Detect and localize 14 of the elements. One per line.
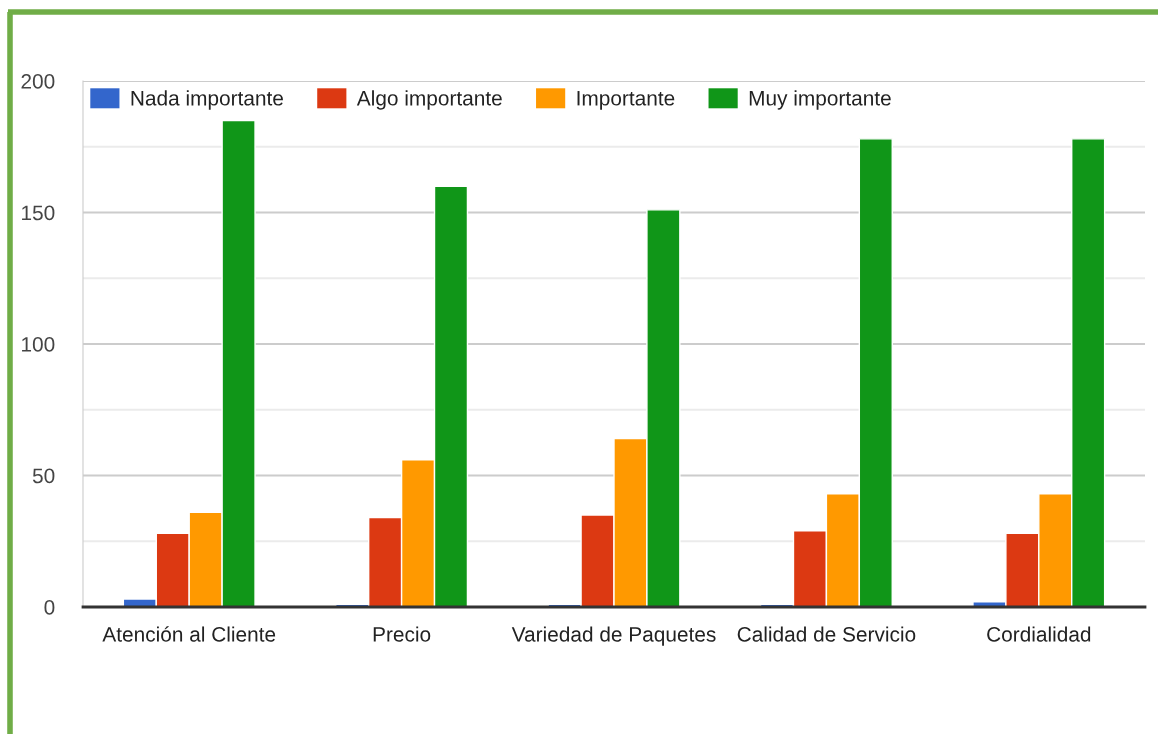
x-tick-label: Atención al Cliente (102, 626, 276, 642)
legend-label: Nada importante (131, 90, 283, 110)
legend-label: Muy importante (749, 90, 891, 110)
y-tick-label: 100 (22, 337, 55, 352)
x-tick-label: Cordialidad (987, 626, 1091, 642)
legend-label: Importante (577, 91, 675, 110)
x-tick-label: Calidad de Servicio (737, 626, 916, 642)
x-tick-label: Variedad de Paquetes (511, 626, 716, 646)
y-tick-label: 150 (22, 205, 55, 221)
y-tick-label: 50 (32, 468, 55, 484)
y-tick-label: 0 (44, 600, 55, 615)
legend-label: Algo importante (356, 90, 502, 110)
y-tick-label: 200 (21, 74, 55, 89)
x-tick-label: Precio (373, 626, 431, 642)
